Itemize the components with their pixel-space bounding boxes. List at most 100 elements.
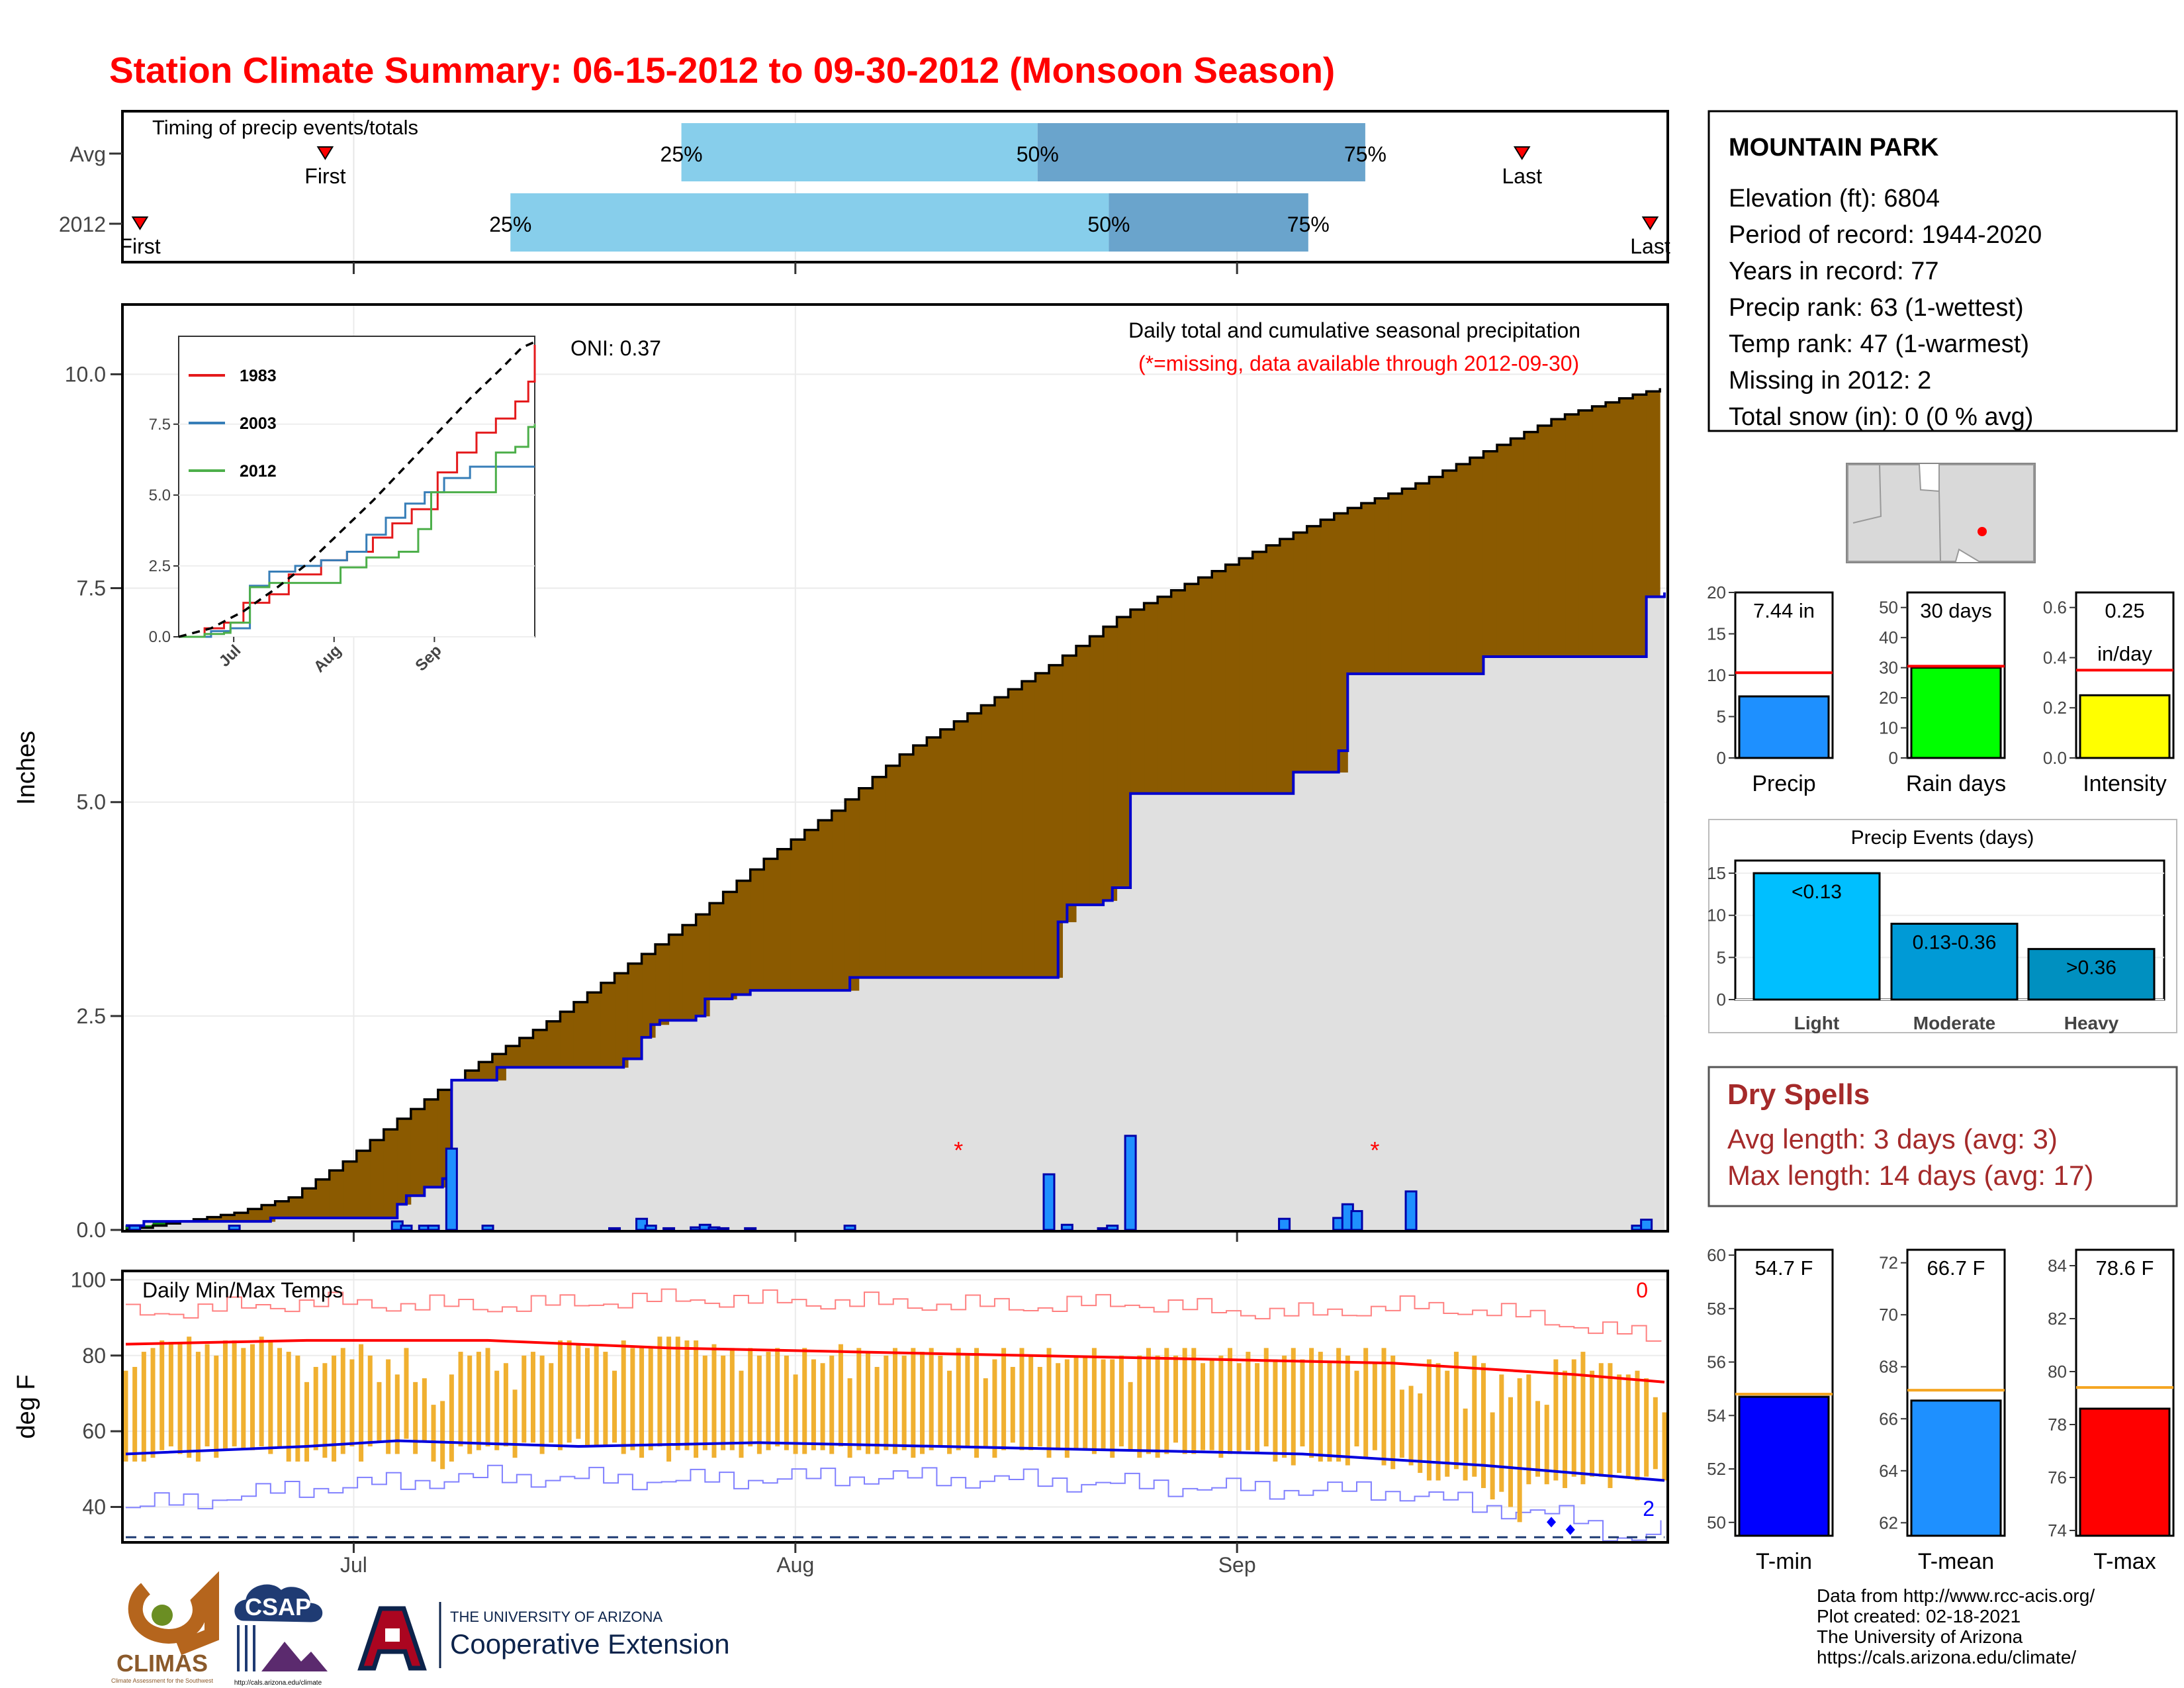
daily-temp-range-bar bbox=[205, 1344, 210, 1447]
daily-temp-range-bar bbox=[1282, 1355, 1287, 1458]
mini-ytick: 20 bbox=[1707, 583, 1726, 602]
timing-label: Timing of precip events/totals bbox=[152, 116, 418, 139]
daily-precip-bar bbox=[400, 1225, 413, 1231]
daily-temp-range-bar bbox=[1381, 1348, 1387, 1466]
climas-text: CLIMAS bbox=[116, 1650, 208, 1677]
map-land bbox=[1847, 464, 2034, 562]
precip-panel-frame bbox=[121, 303, 1669, 1233]
mini-ytick: 76 bbox=[2048, 1468, 2067, 1487]
daily-precip-bar bbox=[128, 1225, 142, 1231]
intensity-mini-value-label: 0.25 bbox=[2105, 599, 2144, 622]
daily-temp-range-bar bbox=[766, 1352, 771, 1450]
mini-ytick: 10 bbox=[1707, 665, 1726, 685]
station-name: MOUNTAIN PARK bbox=[1729, 134, 1939, 162]
mini-ytick: 62 bbox=[1879, 1513, 1898, 1532]
locator-map bbox=[1846, 463, 2036, 563]
daily-temp-range-bar bbox=[1073, 1355, 1079, 1450]
daily-temp-range-bar bbox=[829, 1355, 835, 1454]
daily-temp-range-bar bbox=[1083, 1355, 1088, 1450]
tmin-mini-category: T-min bbox=[1756, 1549, 1812, 1574]
daily-precip-bar bbox=[1278, 1217, 1291, 1231]
daily-temp-range-bar bbox=[793, 1374, 798, 1454]
raindays-mini-value-label: 30 days bbox=[1920, 599, 1992, 622]
tmax-mini-category: T-max bbox=[2093, 1549, 2156, 1574]
mini-ytick: 0.4 bbox=[2043, 647, 2067, 667]
credit-university: The University of Arizona bbox=[1817, 1626, 2023, 1647]
station-location-dot bbox=[1978, 527, 1987, 536]
tmean-mini-chart: 62 64 66 68 70 72 66.7 F T-mean bbox=[1879, 1248, 2006, 1574]
daily-temp-range-bar bbox=[1399, 1389, 1404, 1458]
timing-p50: 50% bbox=[1017, 142, 1059, 166]
daily-precip-bar bbox=[1124, 1135, 1137, 1231]
first-label: First bbox=[119, 234, 160, 258]
daily-temp-range-bar bbox=[449, 1374, 454, 1462]
tmax-mini-value-label: 78.6 F bbox=[2096, 1256, 2154, 1280]
daily-temp-range-bar bbox=[277, 1348, 282, 1447]
daily-temp-range-bar bbox=[567, 1340, 572, 1443]
daily-temp-range-bar bbox=[893, 1348, 897, 1454]
record-low-marker bbox=[1565, 1524, 1575, 1535]
last-marker bbox=[1641, 216, 1659, 230]
mini-ytick: 80 bbox=[2048, 1362, 2067, 1382]
mini-ytick: 82 bbox=[2048, 1309, 2067, 1329]
daily-temp-range-bar bbox=[332, 1355, 337, 1462]
first-marker bbox=[316, 146, 334, 160]
record-min-count: 2 bbox=[1643, 1497, 1655, 1521]
daily-temp-range-bar bbox=[259, 1336, 264, 1447]
intensity-mini-value-bar bbox=[2079, 694, 2171, 759]
mini-ytick: 0.0 bbox=[2043, 748, 2067, 768]
daily-temp-range-bar bbox=[1535, 1401, 1541, 1477]
daily-temp-range-bar bbox=[494, 1370, 500, 1450]
precip-event-bar-label: >0.36 bbox=[2066, 957, 2116, 979]
daily-temp-range-bar bbox=[539, 1355, 545, 1454]
daily-temp-range-bar bbox=[232, 1340, 237, 1447]
daily-temp-range-bar bbox=[503, 1363, 508, 1447]
timing-row-label: Avg bbox=[69, 142, 106, 166]
daily-temp-range-bar bbox=[1363, 1348, 1369, 1458]
mini-ytick: 78 bbox=[2048, 1415, 2067, 1434]
precip-ytick: 5.0 bbox=[77, 790, 106, 814]
daily-temp-range-bar bbox=[1128, 1382, 1133, 1450]
mini-ytick: 0.6 bbox=[2043, 598, 2067, 618]
daily-temp-range-bar bbox=[1309, 1348, 1314, 1458]
precip-ytick: 2.5 bbox=[77, 1004, 106, 1028]
mini-ytick: 0 bbox=[1717, 748, 1726, 768]
daily-temp-range-bar bbox=[1091, 1348, 1097, 1454]
daily-temp-range-bar bbox=[874, 1366, 880, 1454]
timing-panel: Timing of precip events/totals Avg 25% 50% 7… bbox=[59, 110, 1670, 274]
daily-temp-range-bar bbox=[222, 1340, 228, 1450]
intensity-mini-category: Intensity bbox=[2083, 771, 2167, 796]
missing-data-marker: * bbox=[1370, 1137, 1379, 1164]
daily-temp-range-bar bbox=[694, 1340, 699, 1458]
record-min-line bbox=[126, 1464, 1662, 1542]
temp-panel: 40 60 80 100 Daily Min/Max Temps 0 2 deg F bbox=[13, 1268, 1669, 1544]
daily-temp-range-bar bbox=[820, 1363, 825, 1450]
daily-temp-range-bar bbox=[911, 1348, 916, 1458]
precip-event-category: Light bbox=[1794, 1013, 1839, 1033]
daily-temp-range-bar bbox=[404, 1348, 409, 1439]
daily-temp-range-bar bbox=[295, 1355, 300, 1462]
daily-temp-range-bar bbox=[467, 1355, 473, 1454]
dry-spells-max: Max length: 14 days (avg: 17) bbox=[1727, 1160, 2093, 1191]
temp-ylabel: deg F bbox=[13, 1374, 40, 1438]
daily-temp-range-bar bbox=[1019, 1348, 1024, 1450]
station-info-line: Temp rank: 47 (1-warmest) bbox=[1729, 330, 2029, 358]
inset-ytick: 0.0 bbox=[149, 628, 171, 646]
precip-legend-note: (*=missing, data available through 2012-… bbox=[1138, 352, 1579, 375]
precip-ylabel: Inches bbox=[13, 731, 40, 805]
daily-precip-bar bbox=[717, 1227, 730, 1231]
university-logo: THE UNIVERSITY OF ARIZONA Cooperative Ex… bbox=[357, 1602, 730, 1671]
precip-event-bar bbox=[2027, 948, 2156, 1001]
daily-temp-range-bar bbox=[775, 1348, 780, 1447]
daily-temp-range-bar bbox=[241, 1348, 246, 1450]
daily-temp-range-bar bbox=[920, 1352, 925, 1454]
daily-temp-range-bar bbox=[377, 1382, 382, 1443]
daily-temp-range-bar bbox=[386, 1359, 391, 1454]
daily-temp-range-bar bbox=[1273, 1359, 1278, 1462]
daily-temp-range-bar bbox=[1418, 1393, 1423, 1474]
daily-temp-range-bar bbox=[748, 1348, 753, 1447]
university-name: THE UNIVERSITY OF ARIZONA bbox=[450, 1609, 662, 1625]
daily-precip-bar bbox=[744, 1227, 757, 1231]
precip-event-bar bbox=[1890, 922, 2019, 1001]
